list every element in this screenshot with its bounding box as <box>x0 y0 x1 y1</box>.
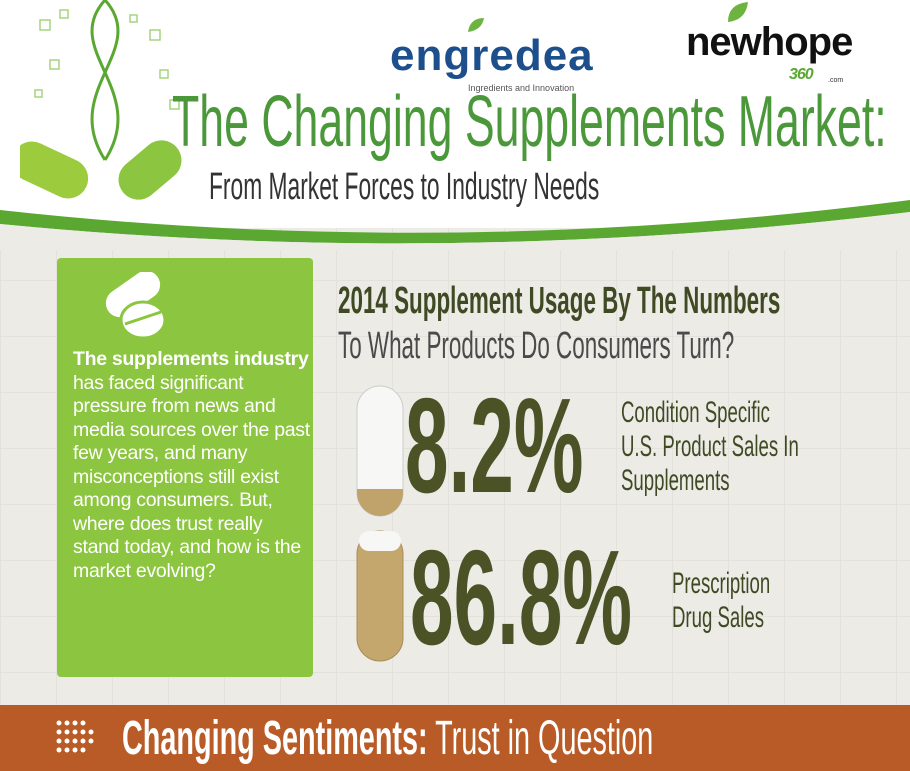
engredea-wordmark: engredea <box>390 31 594 80</box>
dots-icon <box>56 720 94 753</box>
newhope360-logo: newhope 360 .com <box>686 2 853 84</box>
stats-subheading: To What Products Do Consumers Turn? <box>338 325 735 367</box>
newhope-wordmark: newhope <box>686 20 853 64</box>
intro-text: The supplements industry has faced signi… <box>73 348 310 582</box>
capsule-gauge-1 <box>356 385 404 517</box>
capsule-dna-illustration <box>20 0 182 200</box>
leaf-icon <box>468 18 484 32</box>
pills-icon <box>105 272 167 340</box>
engredea-logo: engredea Ingredients and Innovation <box>390 18 594 93</box>
intro-panel: The supplements industry has faced signi… <box>57 258 313 677</box>
stat-label-2: Prescription Drug Sales <box>672 567 771 634</box>
stats-heading: 2014 Supplement Usage By The Numbers <box>338 280 781 322</box>
stat-value-2: 86.8% <box>410 522 633 673</box>
banner-title: Changing Sentiments: Trust in Question <box>122 712 654 765</box>
capsule-gauge-2 <box>356 530 404 662</box>
newhope-number: 360 <box>789 66 814 83</box>
engredea-tagline: Ingredients and Innovation <box>468 83 575 93</box>
section-banner: Changing Sentiments: Trust in Question <box>0 705 910 771</box>
page-title: The Changing Supplements Market: <box>172 82 887 162</box>
leaf-icon <box>728 2 748 22</box>
stat-value-1: 8.2% <box>405 370 584 521</box>
page-subtitle: From Market Forces to Industry Needs <box>209 166 600 208</box>
newhope-suffix: .com <box>828 77 844 84</box>
green-swoosh <box>0 200 910 250</box>
stat-label-1: Condition Specific U.S. Product Sales In… <box>621 396 799 497</box>
